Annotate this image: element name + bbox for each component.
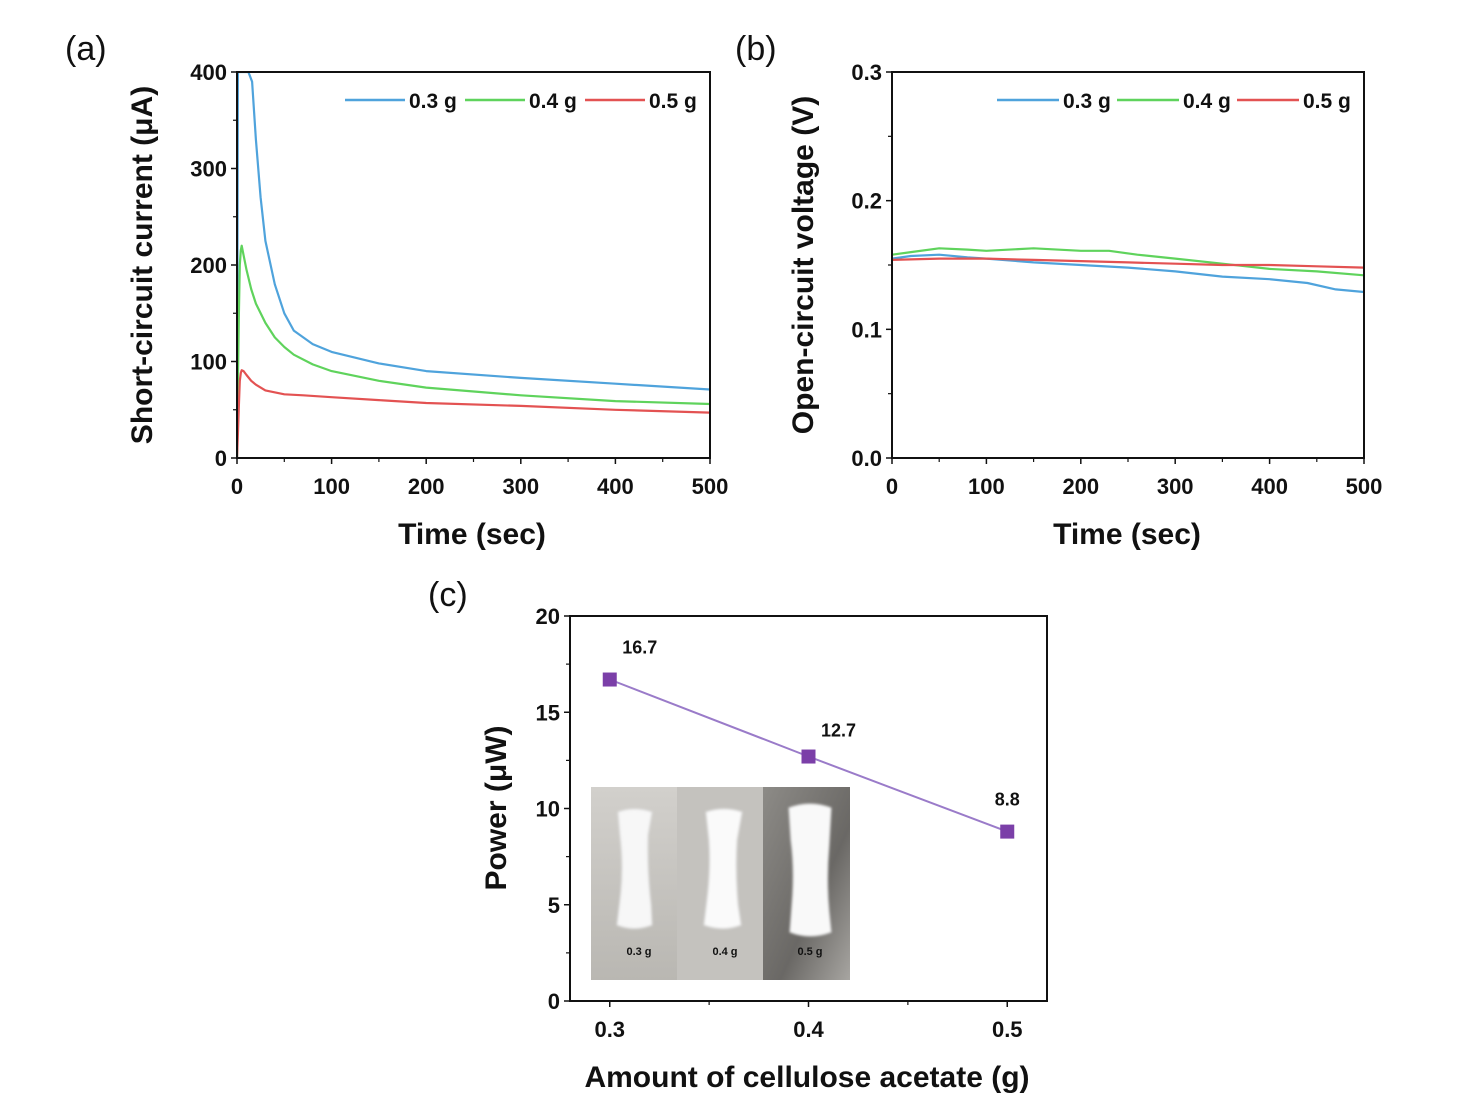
legend-entry: 0.3 g <box>1063 90 1111 113</box>
panel-a: (a) 0 100 200 300 400 500 0 100 200 300 400 0.3 g 0.… <box>65 30 728 551</box>
y-tick-label: 0 <box>548 989 560 1014</box>
inset-label-0-4g: 0.4 g <box>712 946 737 958</box>
series-line-04g <box>237 244 710 458</box>
x-tick-label: 500 <box>692 474 729 499</box>
panel-b-y-axis-title: Open-circuit voltage (V) <box>787 96 820 434</box>
inset-sample-cylinder-1 <box>616 808 653 929</box>
inset-label-0-3g: 0.3 g <box>626 946 651 958</box>
power-marker <box>1000 824 1015 839</box>
power-data-label: 16.7 <box>622 638 657 658</box>
plot-frame <box>236 71 711 459</box>
legend-entry: 0.4 g <box>1183 90 1231 113</box>
x-tick-label: 400 <box>597 474 634 499</box>
panel-a-label: (a) <box>65 30 107 68</box>
series-line-05g <box>892 257 1364 269</box>
y-tick-label: 15 <box>536 700 560 725</box>
y-tick-label: 0.3 <box>851 60 882 85</box>
x-tick-label: 0.5 <box>992 1017 1023 1042</box>
x-tick-label: 300 <box>502 474 539 499</box>
x-tick-label: 200 <box>408 474 445 499</box>
legend-entry: 0.4 g <box>529 90 577 113</box>
inset-label-0-5g: 0.5 g <box>797 946 822 958</box>
panel-c-inset-photo: 0.3 g 0.4 g 0.5 g <box>591 787 850 980</box>
panel-a-y-axis-title: Short-circuit current (μA) <box>126 86 159 444</box>
power-marker <box>801 749 816 764</box>
y-tick-label: 0.1 <box>851 317 882 342</box>
y-tick-label: 100 <box>190 350 227 375</box>
series-layer <box>237 72 710 458</box>
panel-b-x-axis-title: Time (sec) <box>1053 518 1201 551</box>
panel-c-y-axis-title: Power (μW) <box>480 725 513 890</box>
panel-a-plot: 0 100 200 300 400 500 0 100 200 300 400 0.3 g 0.4 g 0… <box>190 60 728 499</box>
series-line-03g <box>237 72 710 458</box>
x-tick-label: 400 <box>1251 474 1288 499</box>
x-tick-label: 100 <box>313 474 350 499</box>
panel-c-plot: 0.3 0.4 0.5 0 5 10 15 20 16.7 12.7 8.8 <box>536 604 1048 1042</box>
panel-c-x-axis-title: Amount of cellulose acetate (g) <box>584 1061 1029 1094</box>
y-tick-label: 200 <box>190 253 227 278</box>
series-line-05g <box>237 369 710 458</box>
y-tick-label: 10 <box>536 797 560 822</box>
panel-b-label: (b) <box>735 30 777 68</box>
power-marker <box>602 672 617 687</box>
legend-entry: 0.3 g <box>409 90 457 113</box>
panel-b: (b) 0 100 200 300 400 500 0.0 0.1 0.2 0.3 0.3 g 0.4… <box>735 30 1382 551</box>
power-data-label: 12.7 <box>821 721 856 741</box>
panel-c: (c) 0.3 g 0.4 g 0.5 g 0.3 0.4 0.5 0 5 10 15 20 1… <box>428 576 1048 1094</box>
series-line-04g <box>892 247 1364 277</box>
y-tick-label: 0.2 <box>851 189 882 214</box>
inset-sample-cylinder-3 <box>788 803 832 937</box>
x-tick-label: 0.3 <box>594 1017 625 1042</box>
y-tick-label: 300 <box>190 157 227 182</box>
x-tick-label: 200 <box>1062 474 1099 499</box>
x-tick-label: 300 <box>1157 474 1194 499</box>
x-tick-label: 0.4 <box>793 1017 824 1042</box>
x-tick-label: 0 <box>231 474 243 499</box>
series-layer <box>892 247 1364 294</box>
panel-b-plot: 0 100 200 300 400 500 0.0 0.1 0.2 0.3 0.3 g 0.4 g 0.… <box>851 60 1382 499</box>
y-tick-label: 400 <box>190 60 227 85</box>
series-line-03g <box>892 253 1364 294</box>
x-tick-label: 500 <box>1346 474 1383 499</box>
y-tick-label: 20 <box>536 604 560 629</box>
legend-entry: 0.5 g <box>649 90 697 113</box>
panel-a-x-axis-title: Time (sec) <box>398 518 546 551</box>
x-tick-label: 100 <box>968 474 1005 499</box>
y-tick-label: 0.0 <box>851 446 882 471</box>
y-tick-label: 5 <box>548 893 560 918</box>
inset-sample-cylinder-2 <box>703 808 743 929</box>
x-tick-label: 0 <box>886 474 898 499</box>
y-tick-label: 0 <box>215 446 227 471</box>
legend-entry: 0.5 g <box>1303 90 1351 113</box>
panel-c-label: (c) <box>428 576 468 614</box>
power-data-label: 8.8 <box>995 790 1020 810</box>
